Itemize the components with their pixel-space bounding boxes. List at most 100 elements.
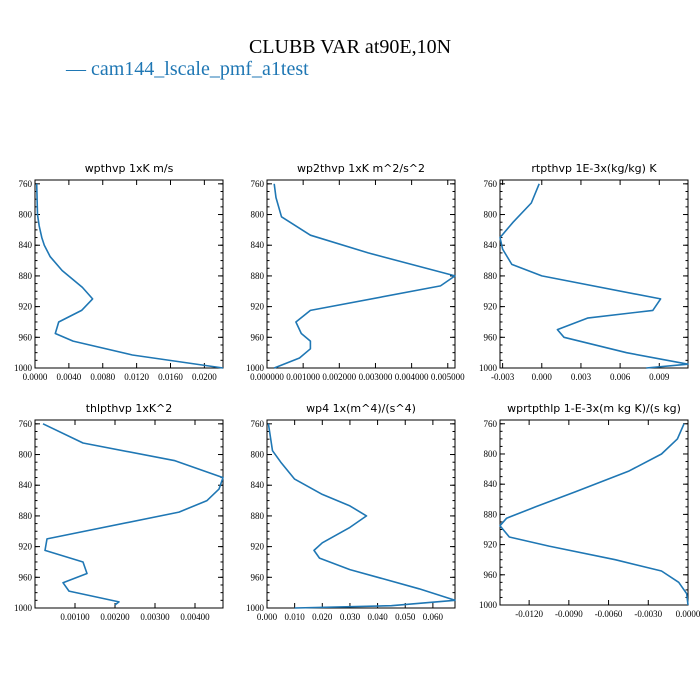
y-tick-label: 920 [19, 302, 33, 312]
x-tick-label: 0.00200 [100, 612, 130, 622]
y-tick-label: 840 [19, 240, 33, 250]
x-tick-label: 0.020 [312, 612, 333, 622]
y-tick-label: 1000 [246, 603, 265, 613]
y-tick-label: 1000 [246, 363, 265, 373]
x-tick-label: 0.0040 [56, 372, 81, 382]
y-tick-label: 1000 [479, 600, 498, 610]
series-line [35, 183, 224, 369]
x-tick-label: 0.0080 [90, 372, 115, 382]
x-tick-label: 0.001000 [286, 372, 320, 382]
y-tick-label: 920 [251, 542, 265, 552]
panel-title: rtpthvp 1E-3x(kg/kg) K [531, 162, 657, 175]
y-tick-label: 1000 [14, 363, 33, 373]
y-tick-label: 960 [251, 332, 265, 342]
y-tick-label: 840 [484, 240, 498, 250]
x-tick-label: 0.0120 [124, 372, 149, 382]
series-line [499, 423, 689, 606]
legend-line-icon: — [66, 58, 86, 80]
panel-title: wpthvp 1xK m/s [85, 162, 174, 175]
x-tick-label: 0.050 [395, 612, 416, 622]
y-tick-label: 800 [251, 450, 265, 460]
chart-panel-6: wprtpthlp 1-E-3x(m kg K)/(s kg) 760 800 840… [479, 402, 700, 619]
y-tick-label: 840 [251, 240, 265, 250]
chart-panel-1: wpthvp 1xK m/s76080084088092096010000.00… [14, 162, 224, 382]
y-tick-label: 800 [19, 210, 33, 220]
y-tick-label: 920 [251, 302, 265, 312]
chart-panel-5: wp4 1x(m^4)/(s^4)76080084088092096010000… [246, 402, 456, 622]
y-tick-label: 760 [251, 179, 265, 189]
chart-panel-2: wp2thvp 1xK m^2/s^2 760 800 840 880 920 960 100… [246, 162, 465, 382]
x-tick-label: 0.006 [610, 372, 631, 382]
y-tick-label: 960 [19, 572, 33, 582]
plot-frame [34, 179, 224, 369]
y-tick-label: 880 [251, 271, 265, 281]
y-tick-label: 760 [19, 179, 33, 189]
x-tick-label: 0.000 [532, 372, 553, 382]
y-tick-label: 880 [484, 509, 498, 519]
x-tick-label: 0.00300 [140, 612, 170, 622]
y-tick-label: 800 [484, 449, 498, 459]
x-tick-label: 0.000000 [250, 372, 284, 382]
x-tick-label: 0.003000 [359, 372, 393, 382]
x-tick-label: 0.0000 [23, 372, 48, 382]
chart-panel-4: thlpthvp 1xK^2 760 800 840 880 920 960 1000 0.00… [14, 402, 224, 622]
y-tick-label: 960 [19, 332, 33, 342]
x-tick-label: 0.00400 [180, 612, 210, 622]
y-tick-label: 760 [484, 419, 498, 429]
y-tick-label: 960 [484, 570, 498, 580]
series-line [42, 423, 224, 606]
x-tick-label: 0.004000 [395, 372, 429, 382]
y-tick-label: 880 [484, 271, 498, 281]
y-tick-label: 840 [484, 479, 498, 489]
plot-frame [499, 419, 689, 606]
plot-frame [499, 179, 689, 369]
y-tick-label: 1000 [14, 603, 33, 613]
y-tick-label: 960 [484, 332, 498, 342]
y-tick-label: 760 [251, 419, 265, 429]
y-tick-label: 800 [251, 210, 265, 220]
x-tick-label: 0.003 [571, 372, 592, 382]
y-tick-label: 760 [19, 419, 33, 429]
y-tick-label: 920 [484, 540, 498, 550]
panel-title: wp4 1x(m^4)/(s^4) [306, 402, 416, 415]
x-tick-label: 0.0160 [158, 372, 183, 382]
y-tick-label: 920 [484, 302, 498, 312]
x-tick-label: 0.030 [340, 612, 361, 622]
y-tick-label: 880 [19, 271, 33, 281]
x-tick-label: 0.005000 [431, 372, 465, 382]
x-tick-label: -0.0120 [515, 609, 543, 619]
y-tick-label: 800 [484, 210, 498, 220]
x-tick-label: 0.0200 [192, 372, 217, 382]
x-tick-label: -0.0030 [634, 609, 662, 619]
x-tick-label: -0.003 [491, 372, 515, 382]
y-tick-label: 840 [251, 480, 265, 490]
x-tick-label: 0.000 [257, 612, 278, 622]
series-line [273, 183, 456, 369]
y-tick-label: 880 [19, 511, 33, 521]
y-tick-label: 920 [19, 542, 33, 552]
panel-title: wprtpthlp 1-E-3x(m kg K)/(s kg) [507, 402, 681, 415]
x-tick-label: 0.0000 [676, 609, 700, 619]
y-tick-label: 760 [484, 179, 498, 189]
y-tick-label: 960 [251, 572, 265, 582]
x-tick-label: 0.00100 [60, 612, 90, 622]
y-tick-label: 840 [19, 480, 33, 490]
y-tick-label: 1000 [479, 363, 498, 373]
x-tick-label: 0.040 [367, 612, 388, 622]
x-tick-label: -0.0090 [555, 609, 583, 619]
x-tick-label: 0.002000 [322, 372, 356, 382]
panel-title: wp2thvp 1xK m^2/s^2 [297, 162, 425, 175]
plot-frame [266, 179, 456, 369]
series-line [499, 183, 689, 369]
plot-frame [34, 419, 224, 609]
legend: — cam144_lscale_pmf_a1test [66, 58, 309, 81]
x-tick-label: 0.060 [423, 612, 444, 622]
series-line [267, 423, 456, 609]
y-tick-label: 800 [19, 450, 33, 460]
legend-label: cam144_lscale_pmf_a1test [91, 58, 309, 80]
x-tick-label: -0.0060 [595, 609, 623, 619]
figure-title: CLUBB VAR at90E,10N [248, 36, 452, 58]
plot-frame [266, 419, 456, 609]
